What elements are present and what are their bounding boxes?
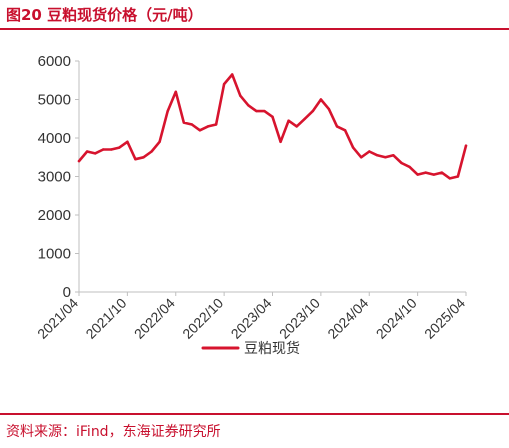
data-point xyxy=(174,90,177,93)
data-point xyxy=(440,171,443,174)
data-point xyxy=(271,115,274,119)
data-point xyxy=(190,123,194,126)
data-point xyxy=(239,94,242,97)
data-point xyxy=(198,129,202,132)
data-point xyxy=(110,148,113,151)
y-tick-label: 6000 xyxy=(38,53,71,70)
data-point xyxy=(222,82,226,86)
x-tick-label: 2021/04 xyxy=(34,295,81,342)
y-tick-label: 3000 xyxy=(38,169,71,186)
y-tick-label: 0 xyxy=(63,284,71,301)
data-point xyxy=(255,109,258,113)
line-chart: 6000 5000 4000 3000 2000 1000 0 2021/04 2021/10… xyxy=(34,53,468,357)
data-point xyxy=(456,175,460,178)
data-point xyxy=(93,152,97,155)
data-point xyxy=(126,140,129,143)
data-point xyxy=(400,161,403,165)
y-tick-label: 2000 xyxy=(38,207,71,224)
data-point xyxy=(464,144,468,147)
data-point xyxy=(158,140,161,143)
data-point xyxy=(335,125,339,128)
x-tick-label: 2023/04 xyxy=(228,295,275,342)
series-line xyxy=(77,73,468,180)
data-point xyxy=(360,156,363,159)
x-tick-label: 2022/04 xyxy=(131,295,178,342)
data-point xyxy=(448,177,452,180)
data-point xyxy=(247,104,250,107)
footer-rule xyxy=(0,413,509,415)
x-tick-label: 2025/04 xyxy=(421,295,468,342)
data-point xyxy=(351,146,355,149)
data-point xyxy=(166,109,169,113)
data-point xyxy=(279,140,282,143)
data-point xyxy=(134,158,137,161)
chart-legend: 豆粕现货 xyxy=(201,340,300,357)
source-note: 资料来源：iFind，东海证券研究所 xyxy=(6,424,221,440)
data-point xyxy=(311,109,314,113)
data-point xyxy=(343,129,347,132)
data-point xyxy=(182,121,185,124)
data-point xyxy=(303,117,306,121)
data-point xyxy=(287,119,290,122)
series-group xyxy=(77,73,468,180)
x-tick-label: 2024/04 xyxy=(324,295,371,342)
y-tick-label: 1000 xyxy=(38,246,71,263)
data-point xyxy=(214,123,218,126)
data-point xyxy=(263,109,266,113)
x-tick-label: 2021/10 xyxy=(82,295,129,342)
title-rule xyxy=(0,28,509,30)
data-point xyxy=(319,98,323,101)
y-tick-label: 4000 xyxy=(38,130,71,147)
x-tick-label: 2023/10 xyxy=(276,295,323,342)
data-point xyxy=(376,154,379,157)
x-tick-label: 2022/10 xyxy=(179,295,226,342)
y-tick-label: 5000 xyxy=(38,92,71,109)
data-point xyxy=(206,125,210,128)
data-point xyxy=(384,156,387,159)
data-point xyxy=(85,150,89,153)
data-point xyxy=(327,107,331,111)
data-point xyxy=(408,165,411,169)
data-point xyxy=(102,148,105,151)
data-point xyxy=(231,73,234,76)
data-point xyxy=(295,125,298,128)
data-point xyxy=(368,150,371,153)
x-axis-ticks: 2021/04 2021/10 2022/04 2022/10 2023/04 2023/… xyxy=(34,292,468,342)
data-point xyxy=(150,150,153,153)
data-point xyxy=(77,159,81,163)
data-point xyxy=(142,156,145,159)
data-point xyxy=(392,154,395,157)
data-point xyxy=(424,171,427,174)
y-axis-ticks: 6000 5000 4000 3000 2000 1000 0 xyxy=(38,53,79,301)
chart-title: 图20 豆粕现货价格（元/吨） xyxy=(6,6,203,24)
x-tick-label: 2024/10 xyxy=(373,295,420,342)
data-point xyxy=(118,146,121,149)
chart-axes xyxy=(78,61,466,293)
data-point xyxy=(416,173,419,176)
data-point xyxy=(432,173,435,176)
legend-label: 豆粕现货 xyxy=(244,340,300,357)
